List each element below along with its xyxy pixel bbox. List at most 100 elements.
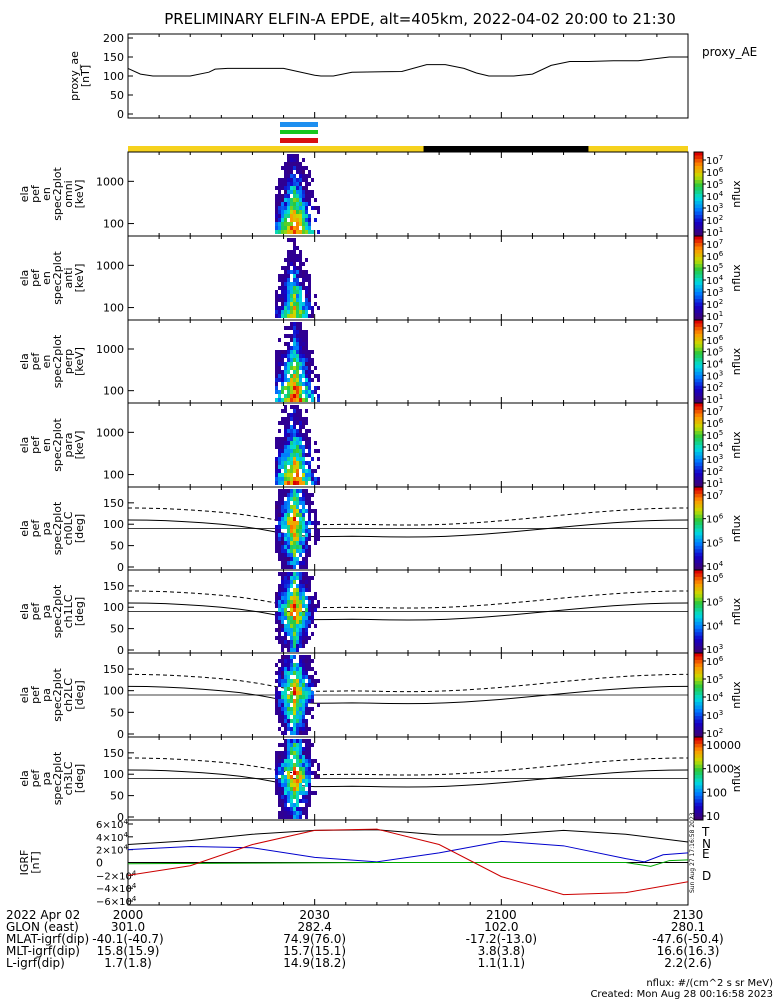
colorbar-swatch bbox=[694, 470, 703, 474]
spectrogram-cell bbox=[284, 711, 287, 715]
spectrogram-cell bbox=[281, 302, 284, 306]
spectrogram-cell bbox=[311, 743, 314, 747]
colorbar-swatch bbox=[694, 344, 703, 348]
spectrogram-cell bbox=[278, 226, 281, 230]
spectrogram-cell bbox=[311, 194, 314, 198]
panel-frame bbox=[128, 320, 688, 403]
spectrogram-cell bbox=[308, 497, 311, 501]
spectrogram-cell bbox=[293, 723, 296, 727]
spectrogram-cell bbox=[290, 473, 293, 477]
spectrogram-cell bbox=[278, 489, 281, 493]
spectrogram-cell bbox=[293, 687, 296, 691]
spectrogram-cell bbox=[302, 314, 305, 318]
spectrogram-cell bbox=[290, 616, 293, 620]
colorbar-swatch bbox=[694, 678, 703, 682]
spectrogram-cell bbox=[305, 584, 308, 588]
spectrogram-cell bbox=[311, 378, 314, 382]
spectrogram-cell bbox=[299, 166, 302, 170]
spectrogram-cell bbox=[290, 596, 293, 600]
spectrogram-cell bbox=[302, 457, 305, 461]
spectrogram-cell bbox=[284, 580, 287, 584]
spectrogram-cell bbox=[284, 170, 287, 174]
spectrogram-cell bbox=[302, 620, 305, 624]
colorbar-swatch bbox=[694, 152, 703, 156]
spectrogram-cell bbox=[317, 767, 320, 771]
spectrogram-cell bbox=[305, 703, 308, 707]
spectrogram-cell bbox=[305, 815, 308, 819]
spectrogram-cell bbox=[296, 314, 299, 318]
spectrogram-cell bbox=[293, 342, 296, 346]
y-tick-label: −2×104 bbox=[96, 869, 137, 882]
spectrogram-cell bbox=[311, 521, 314, 525]
spectrogram-cell bbox=[278, 190, 281, 194]
spectrogram-cell bbox=[275, 186, 278, 190]
spectrogram-cell bbox=[296, 663, 299, 667]
spectrogram-cell bbox=[305, 350, 308, 354]
spectrogram-cell bbox=[305, 791, 308, 795]
spectrogram-cell bbox=[302, 262, 305, 266]
spectrogram-cell bbox=[281, 755, 284, 759]
spectrogram-cell bbox=[287, 378, 290, 382]
spectrogram-cell bbox=[293, 727, 296, 731]
spectrogram-cell bbox=[281, 767, 284, 771]
spectrogram-cell bbox=[281, 743, 284, 747]
spectrogram-cell bbox=[296, 533, 299, 537]
spectrogram-cell bbox=[287, 386, 290, 390]
spectrogram-cell bbox=[296, 679, 299, 683]
spectrogram-cell bbox=[284, 469, 287, 473]
colorbar-swatch bbox=[694, 664, 703, 668]
spectrogram-cell bbox=[305, 222, 308, 226]
spectrogram-cell bbox=[296, 186, 299, 190]
spectrogram-cell bbox=[278, 711, 281, 715]
igrf-legend-D: D bbox=[702, 869, 711, 883]
colorbar-swatch bbox=[694, 466, 703, 470]
spectrogram-cell bbox=[284, 290, 287, 294]
spectrogram-cell bbox=[305, 178, 308, 182]
spectrogram-cell bbox=[278, 584, 281, 588]
spectrogram-cell bbox=[278, 588, 281, 592]
spectrogram-cell bbox=[302, 707, 305, 711]
spectrogram-cell bbox=[293, 715, 296, 719]
spectrogram-cell bbox=[290, 533, 293, 537]
panel-igrf: IGRF[nT]6×1044×1042×1040−2×104−4×104−6×1… bbox=[18, 818, 711, 908]
spectrogram-cell bbox=[293, 663, 296, 667]
spectrogram-cell bbox=[299, 230, 302, 234]
spectrogram-cell bbox=[299, 358, 302, 362]
spectrogram-cell bbox=[281, 390, 284, 394]
colorbar: 107106105104103102101nflux bbox=[694, 152, 743, 239]
y-tick-label: 100 bbox=[103, 768, 124, 781]
spectrogram-cell bbox=[278, 222, 281, 226]
colorbar-swatch bbox=[694, 424, 703, 428]
colorbar-swatch bbox=[694, 396, 703, 400]
spectrogram-cell bbox=[281, 505, 284, 509]
spectrogram-cell bbox=[296, 751, 299, 755]
spectrogram-cell bbox=[278, 310, 281, 314]
spectrogram-cell bbox=[302, 338, 305, 342]
spectrogram-cell bbox=[311, 473, 314, 477]
spectrogram-cell bbox=[302, 663, 305, 667]
spectrogram-cell bbox=[293, 572, 296, 576]
spectrogram-cell bbox=[293, 763, 296, 767]
spectrogram-cell bbox=[275, 505, 278, 509]
spectrogram-cell bbox=[314, 302, 317, 306]
spectrogram-cell bbox=[287, 258, 290, 262]
colorbar-swatch bbox=[694, 421, 703, 425]
spectrogram-cell bbox=[275, 695, 278, 699]
spectrogram-cell bbox=[296, 807, 299, 811]
spectrogram-cell bbox=[308, 687, 311, 691]
spectrogram-cell bbox=[296, 803, 299, 807]
spectrogram-cell bbox=[284, 214, 287, 218]
spectrogram-cell bbox=[293, 596, 296, 600]
colorbar-swatch bbox=[694, 754, 703, 758]
spectrogram-cell bbox=[305, 588, 308, 592]
spectrogram-cell bbox=[287, 509, 290, 513]
spectrogram-cell bbox=[296, 154, 299, 158]
spectrogram-cell bbox=[299, 719, 302, 723]
spectrogram-cell bbox=[287, 659, 290, 663]
spectrogram-cell bbox=[293, 529, 296, 533]
spectrogram-cell bbox=[305, 771, 308, 775]
spectrogram-cell bbox=[299, 659, 302, 663]
spectrogram-cell bbox=[311, 683, 314, 687]
spectrogram-cell bbox=[278, 286, 281, 290]
spectrogram-cell bbox=[281, 282, 284, 286]
